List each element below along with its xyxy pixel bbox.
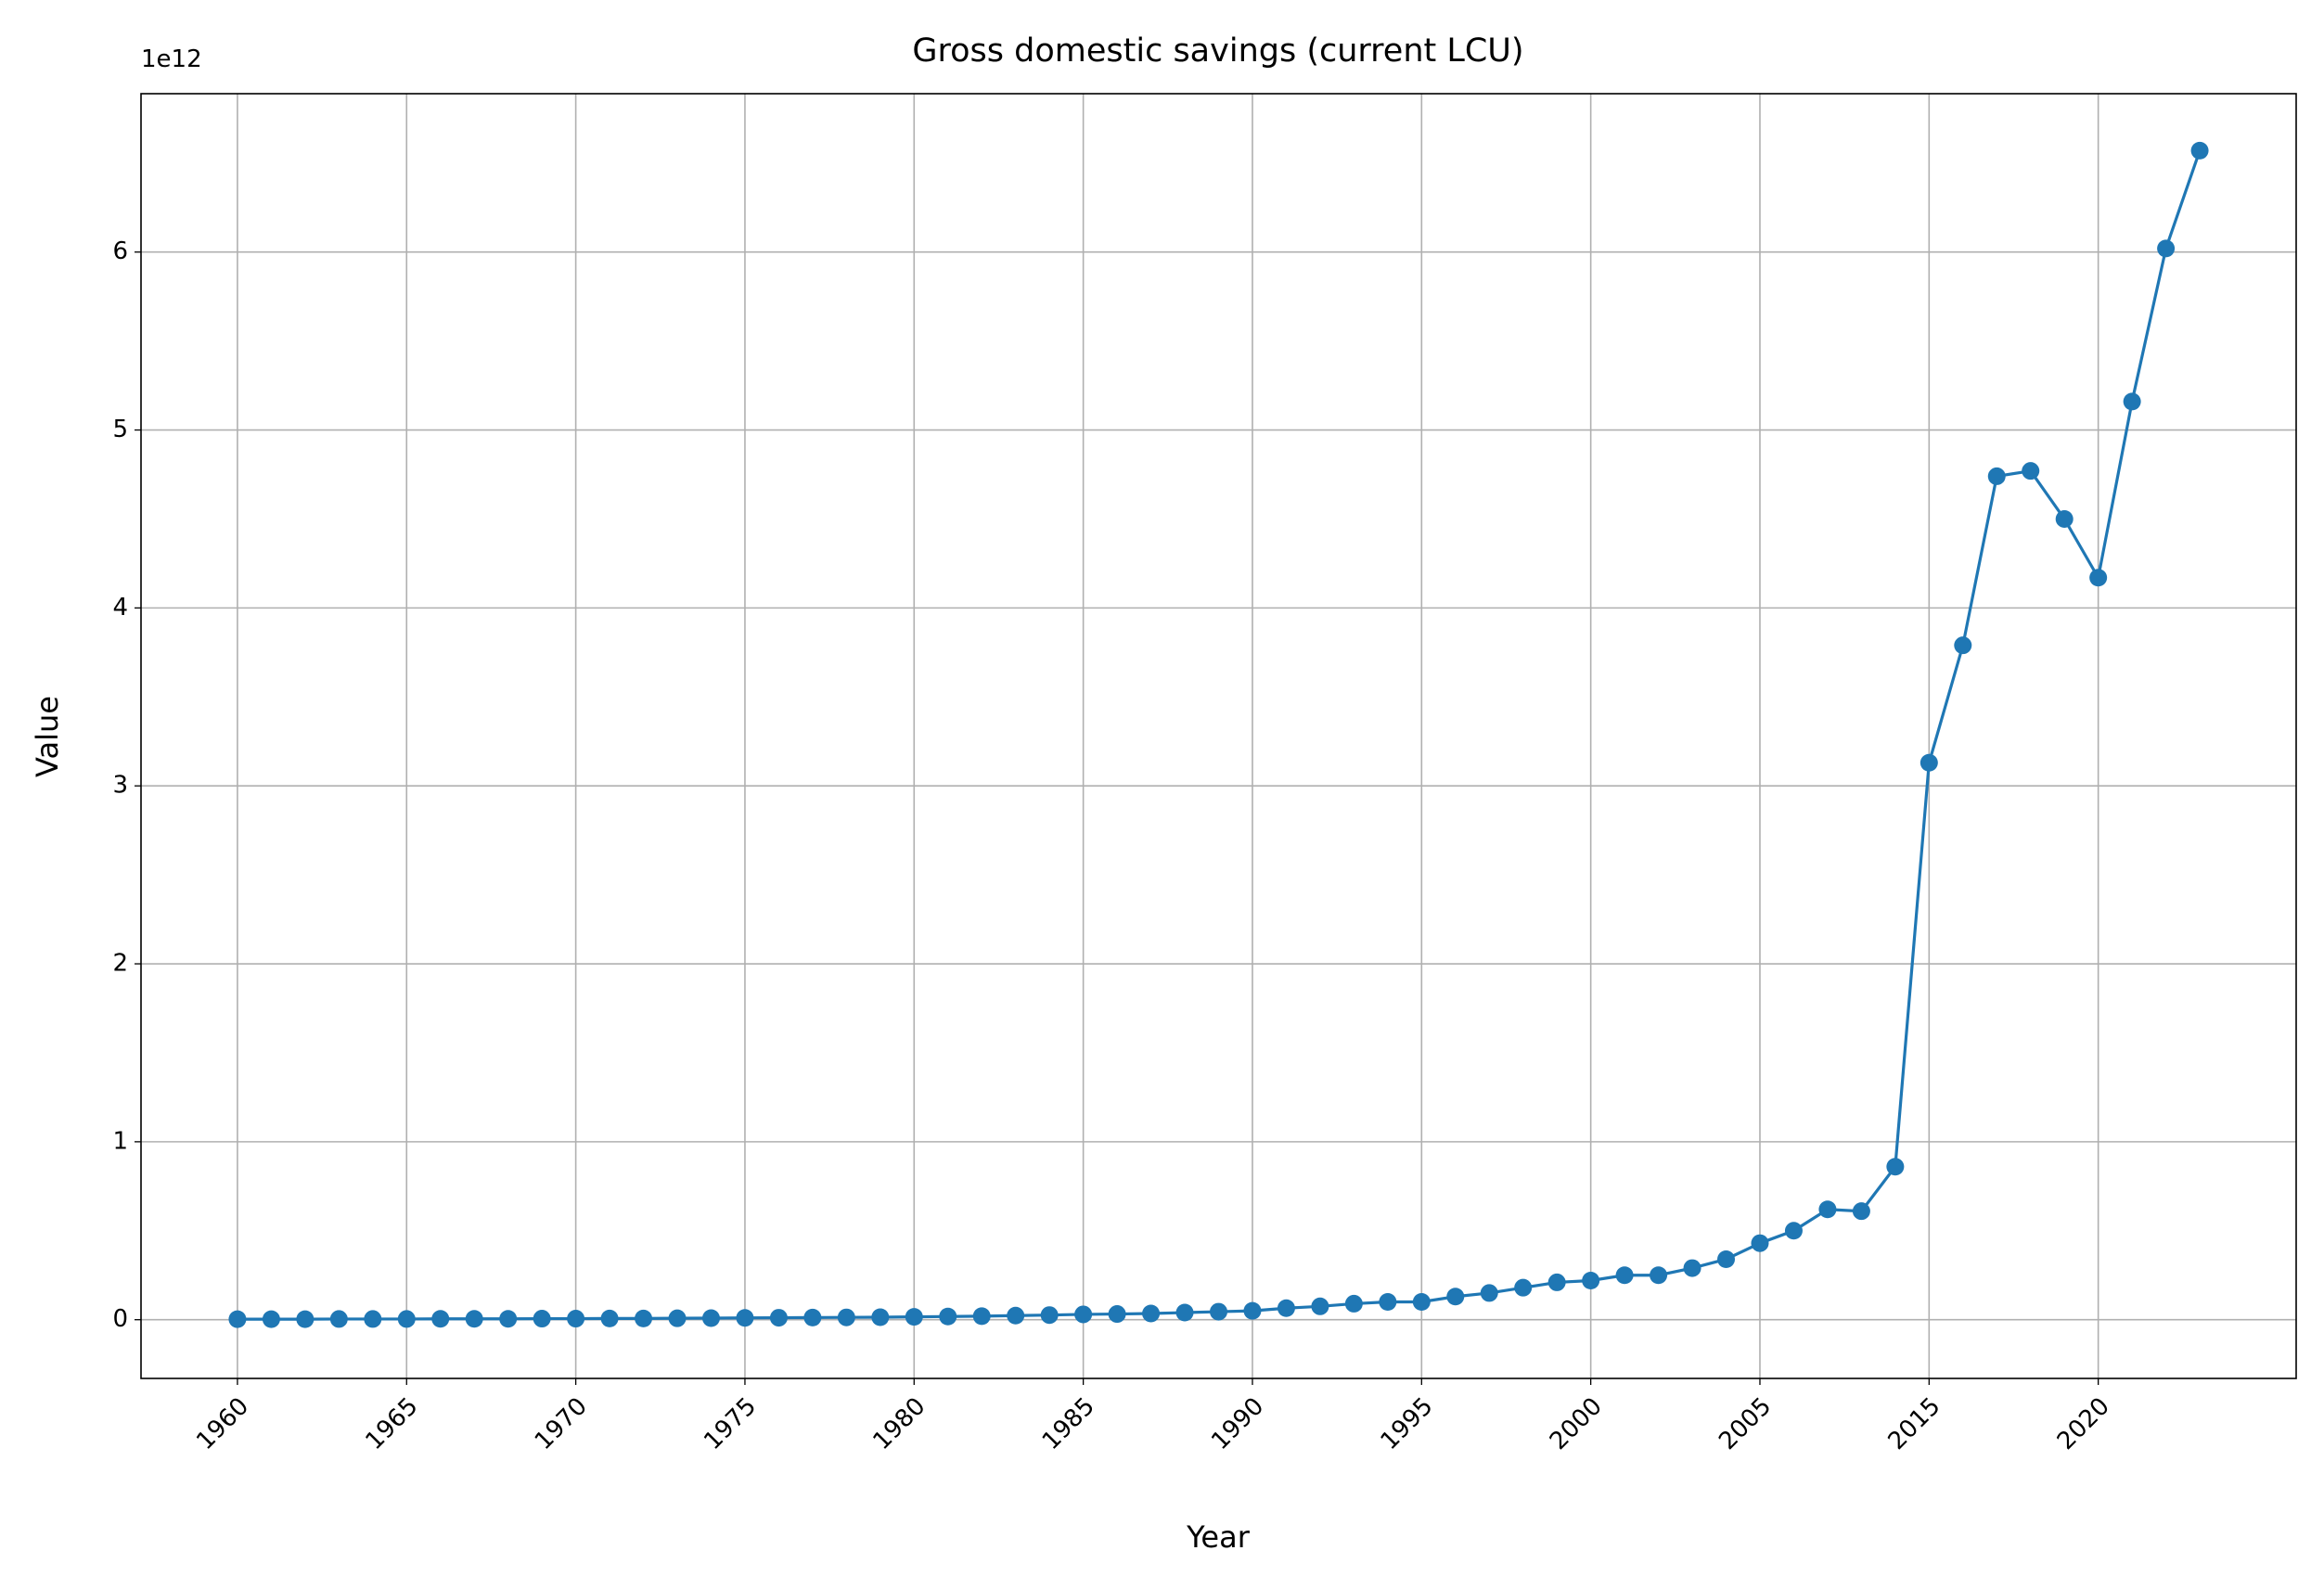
marker — [533, 1310, 551, 1328]
marker — [769, 1309, 788, 1327]
marker — [2123, 392, 2141, 411]
y-tick-label: 1 — [112, 1127, 128, 1155]
marker — [701, 1309, 720, 1327]
marker — [1074, 1305, 1093, 1324]
marker — [1954, 636, 1972, 655]
marker — [1142, 1304, 1161, 1323]
marker — [1650, 1266, 1668, 1285]
x-tick-label: 1965 — [361, 1392, 424, 1455]
marker — [397, 1310, 416, 1328]
x-tick-label: 1980 — [868, 1392, 931, 1455]
marker — [1852, 1202, 1870, 1221]
marker — [1615, 1266, 1634, 1285]
chart-title: Gross domestic savings (current LCU) — [912, 32, 1523, 70]
marker — [329, 1310, 348, 1328]
line — [237, 149, 2202, 1321]
marker — [905, 1308, 923, 1326]
x-tick-label: 1990 — [1206, 1392, 1269, 1455]
marker — [1818, 1200, 1837, 1219]
x-tick-label: 1975 — [699, 1392, 762, 1455]
marker — [567, 1310, 585, 1328]
marker — [1108, 1305, 1126, 1324]
marker — [635, 1309, 653, 1327]
marker — [296, 1310, 315, 1328]
marker — [803, 1308, 822, 1326]
marker — [837, 1308, 855, 1326]
x-tick-label: 2015 — [1883, 1392, 1946, 1455]
marker — [364, 1310, 382, 1328]
plot-frame — [140, 93, 2297, 1379]
marker — [1344, 1294, 1363, 1313]
marker — [939, 1307, 957, 1326]
y-tick-label: 4 — [112, 594, 128, 622]
marker — [1446, 1288, 1465, 1306]
marker — [1920, 753, 1938, 772]
marker — [1987, 467, 2006, 485]
marker — [972, 1307, 991, 1326]
x-tick-label: 1995 — [1376, 1392, 1439, 1455]
y-tick-label: 5 — [112, 416, 128, 443]
marker — [1751, 1234, 1769, 1252]
x-tick-label: 1960 — [191, 1392, 254, 1455]
marker — [2190, 141, 2209, 160]
x-tick-label: 1985 — [1037, 1392, 1100, 1455]
marker — [499, 1310, 518, 1328]
marker — [1175, 1303, 1194, 1322]
marker — [1717, 1249, 1736, 1268]
y-axis-label: Value — [30, 696, 65, 777]
x-axis-label: Year — [1186, 1519, 1251, 1555]
marker — [1007, 1306, 1025, 1325]
marker — [1277, 1299, 1295, 1317]
marker — [1480, 1284, 1498, 1302]
marker — [1243, 1301, 1262, 1320]
x-tick-label: 2005 — [1714, 1392, 1777, 1455]
y-tick-label: 3 — [112, 772, 128, 800]
marker — [2055, 509, 2074, 528]
marker — [465, 1310, 483, 1328]
marker — [1547, 1273, 1566, 1291]
marker — [668, 1309, 687, 1327]
marker — [2089, 569, 2108, 587]
y-tick-label: 2 — [112, 950, 128, 978]
marker — [228, 1310, 247, 1328]
y-tick-label: 0 — [112, 1305, 128, 1333]
x-tick-label: 2000 — [1545, 1392, 1608, 1455]
marker — [262, 1310, 280, 1328]
marker — [1379, 1293, 1397, 1312]
y-tick-label: 6 — [112, 237, 128, 265]
marker — [2022, 462, 2040, 481]
marker — [600, 1309, 619, 1327]
marker — [1582, 1271, 1600, 1289]
marker — [2157, 239, 2176, 258]
marker — [736, 1309, 754, 1327]
marker — [1412, 1293, 1431, 1312]
marker — [1886, 1158, 1905, 1176]
marker — [871, 1308, 890, 1326]
marker — [431, 1310, 450, 1328]
x-tick-label: 1970 — [530, 1392, 593, 1455]
offset-label: 1e12 — [141, 45, 202, 73]
marker — [1040, 1306, 1059, 1325]
marker — [1210, 1302, 1227, 1321]
marker — [1784, 1222, 1803, 1240]
x-tick-label: 2020 — [2052, 1392, 2115, 1455]
marker — [1683, 1259, 1701, 1277]
marker — [1311, 1297, 1329, 1315]
marker — [1514, 1278, 1533, 1297]
